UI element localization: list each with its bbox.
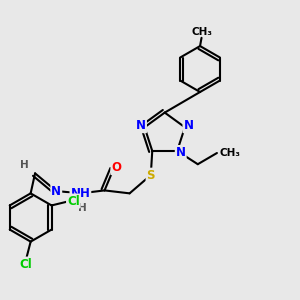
Text: N: N bbox=[176, 146, 186, 159]
Text: NH: NH bbox=[70, 187, 90, 200]
Text: Cl: Cl bbox=[67, 194, 80, 208]
Text: CH₃: CH₃ bbox=[191, 27, 212, 37]
Text: H: H bbox=[77, 203, 86, 213]
Text: Cl: Cl bbox=[20, 257, 33, 271]
Text: N: N bbox=[183, 119, 194, 132]
Text: CH₃: CH₃ bbox=[219, 148, 240, 158]
Text: H: H bbox=[20, 160, 28, 170]
Text: O: O bbox=[111, 161, 121, 174]
Text: N: N bbox=[136, 119, 146, 132]
Text: S: S bbox=[146, 169, 155, 182]
Text: N: N bbox=[51, 184, 61, 197]
